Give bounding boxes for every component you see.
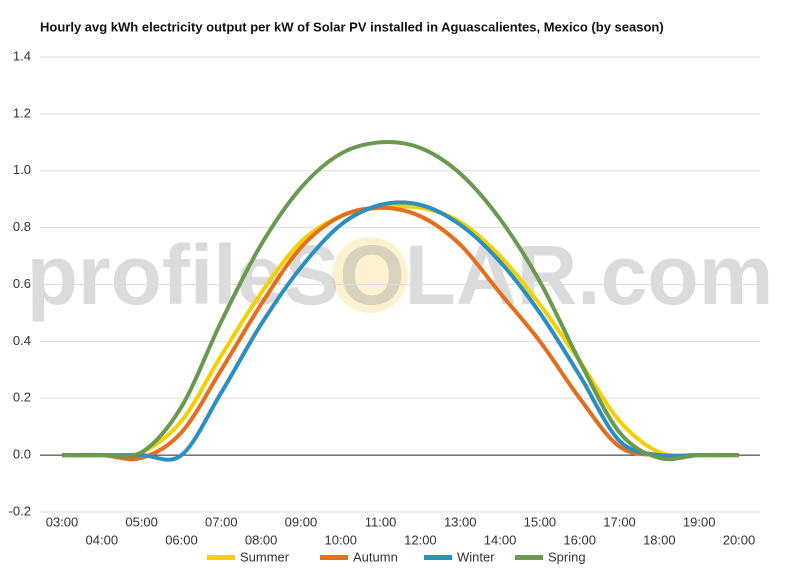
y-tick-label: 1.2	[13, 105, 31, 120]
series-line	[62, 200, 739, 462]
x-tick-label: 03:00	[46, 514, 79, 529]
y-tick-label: 1.4	[13, 48, 31, 63]
x-tick-label: 09:00	[285, 514, 318, 529]
x-tick-label: 04:00	[86, 532, 119, 547]
legend-label: Winter	[457, 549, 495, 564]
x-tick-label: 11:00	[365, 514, 397, 529]
y-tick-label: 1.0	[13, 162, 31, 177]
series-line	[61, 205, 739, 462]
y-tick-label: 0.6	[13, 276, 31, 291]
legend-label: Summer	[240, 549, 290, 564]
x-tick-label: 07:00	[205, 514, 238, 529]
y-tick-label: 0.0	[13, 447, 31, 462]
x-tick-label: 14:00	[484, 532, 517, 547]
watermark-sun	[332, 237, 408, 313]
x-tick-label: 12:00	[404, 532, 437, 547]
y-tick-label: -0.2	[9, 503, 31, 518]
x-tick-label: 17:00	[603, 514, 636, 529]
x-tick-label: 08:00	[245, 532, 278, 547]
x-tick-label: 16:00	[563, 532, 596, 547]
x-tick-label: 05:00	[125, 514, 158, 529]
legend-label: Spring	[548, 549, 586, 564]
legend-swatch	[320, 555, 348, 560]
x-tick-label: 20:00	[723, 532, 756, 547]
legend-swatch	[207, 555, 235, 560]
x-tick-label: 06:00	[165, 532, 198, 547]
x-tick-label: 10:00	[324, 532, 357, 547]
y-tick-label: 0.8	[13, 219, 31, 234]
y-tick-label: 0.4	[13, 333, 31, 348]
x-tick-label: 18:00	[643, 532, 676, 547]
legend-label: Autumn	[353, 549, 398, 564]
series-line	[61, 204, 740, 458]
x-tick-label: 13:00	[444, 514, 477, 529]
y-tick-label: 0.2	[13, 390, 31, 405]
legend-swatch	[424, 555, 452, 560]
x-tick-label: 19:00	[683, 514, 716, 529]
x-tick-label: 15:00	[524, 514, 557, 529]
watermark: profileSOLAR.com	[27, 228, 774, 322]
legend-swatch	[515, 555, 543, 560]
chart-title: Hourly avg kWh electricity output per kW…	[40, 19, 664, 34]
series-line	[61, 140, 740, 462]
